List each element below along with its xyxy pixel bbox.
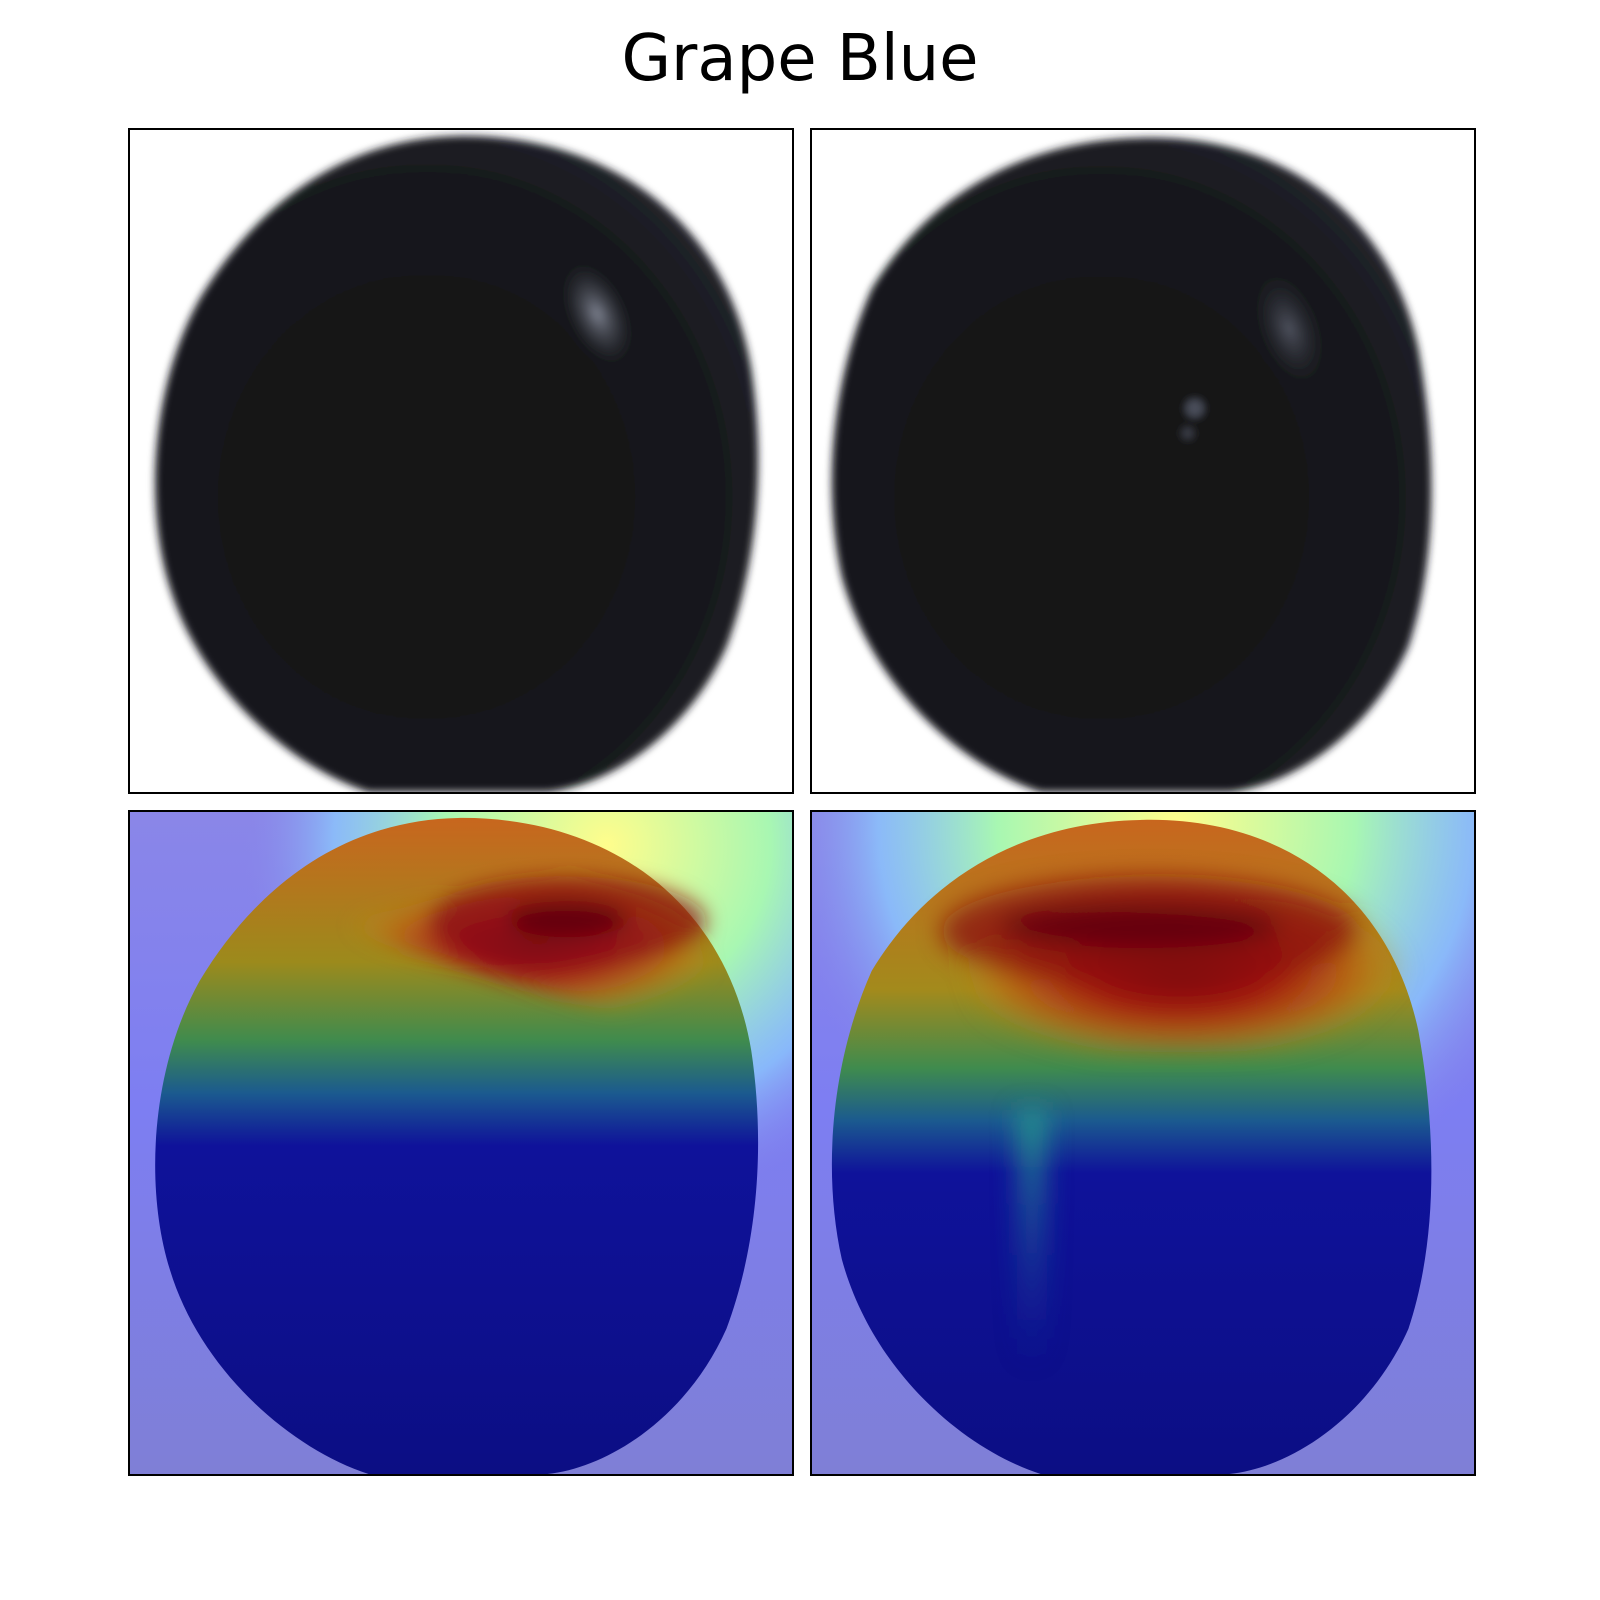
grape-heatmap-image xyxy=(130,812,792,1474)
grape-heatmap-panel-right xyxy=(810,810,1476,1476)
grape-heatmap-image xyxy=(812,812,1474,1474)
grape-photo-image xyxy=(130,130,792,792)
grape-photo-panel-left xyxy=(128,128,794,794)
grape-photo-panel-right xyxy=(810,128,1476,794)
figure-title: Grape Blue xyxy=(621,22,979,96)
grape-photo-image xyxy=(812,130,1474,792)
grape-heatmap-panel-left xyxy=(128,810,794,1476)
